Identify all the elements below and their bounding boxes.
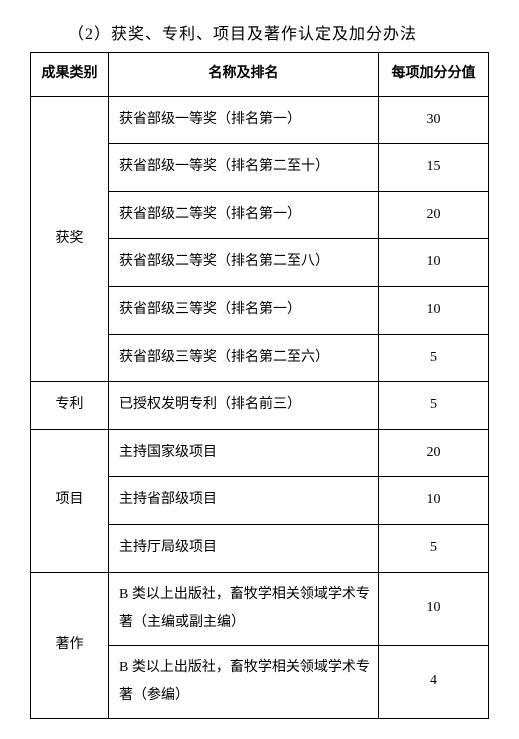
name-cell: 获省部级三等奖（排名第一）	[109, 286, 379, 334]
score-cell: 30	[379, 96, 489, 144]
scoring-table: 成果类别 名称及排名 每项加分分值 获奖获省部级一等奖（排名第一）30获省部级一…	[30, 52, 489, 719]
header-name: 名称及排名	[109, 53, 379, 97]
name-cell: B 类以上出版社，畜牧学相关领域学术专著（参编）	[109, 645, 379, 718]
score-cell: 10	[379, 477, 489, 525]
table-header-row: 成果类别 名称及排名 每项加分分值	[31, 53, 489, 97]
score-cell: 10	[379, 239, 489, 287]
category-cell: 著作	[31, 572, 109, 718]
score-cell: 10	[379, 572, 489, 645]
score-cell: 10	[379, 286, 489, 334]
name-cell: 获省部级三等奖（排名第二至六）	[109, 334, 379, 382]
category-cell: 专利	[31, 382, 109, 430]
table-row: 专利已授权发明专利（排名前三）5	[31, 382, 489, 430]
name-cell: 获省部级二等奖（排名第一）	[109, 191, 379, 239]
section-title: （2）获奖、专利、项目及著作认定及加分办法	[68, 20, 489, 44]
score-cell: 5	[379, 334, 489, 382]
table-row: 著作B 类以上出版社，畜牧学相关领域学术专著（主编或副主编）10	[31, 572, 489, 645]
name-cell: 主持省部级项目	[109, 477, 379, 525]
name-cell: B 类以上出版社，畜牧学相关领域学术专著（主编或副主编）	[109, 572, 379, 645]
name-cell: 主持厅局级项目	[109, 524, 379, 572]
name-cell: 获省部级一等奖（排名第二至十）	[109, 144, 379, 192]
score-cell: 4	[379, 645, 489, 718]
score-cell: 5	[379, 524, 489, 572]
header-score: 每项加分分值	[379, 53, 489, 97]
name-cell: 获省部级一等奖（排名第一）	[109, 96, 379, 144]
name-cell: 已授权发明专利（排名前三）	[109, 382, 379, 430]
score-cell: 15	[379, 144, 489, 192]
header-category: 成果类别	[31, 53, 109, 97]
score-cell: 5	[379, 382, 489, 430]
name-cell: 获省部级二等奖（排名第二至八）	[109, 239, 379, 287]
category-cell: 项目	[31, 429, 109, 572]
table-row: 获奖获省部级一等奖（排名第一）30	[31, 96, 489, 144]
name-cell: 主持国家级项目	[109, 429, 379, 477]
category-cell: 获奖	[31, 96, 109, 382]
score-cell: 20	[379, 191, 489, 239]
table-row: 项目主持国家级项目20	[31, 429, 489, 477]
score-cell: 20	[379, 429, 489, 477]
